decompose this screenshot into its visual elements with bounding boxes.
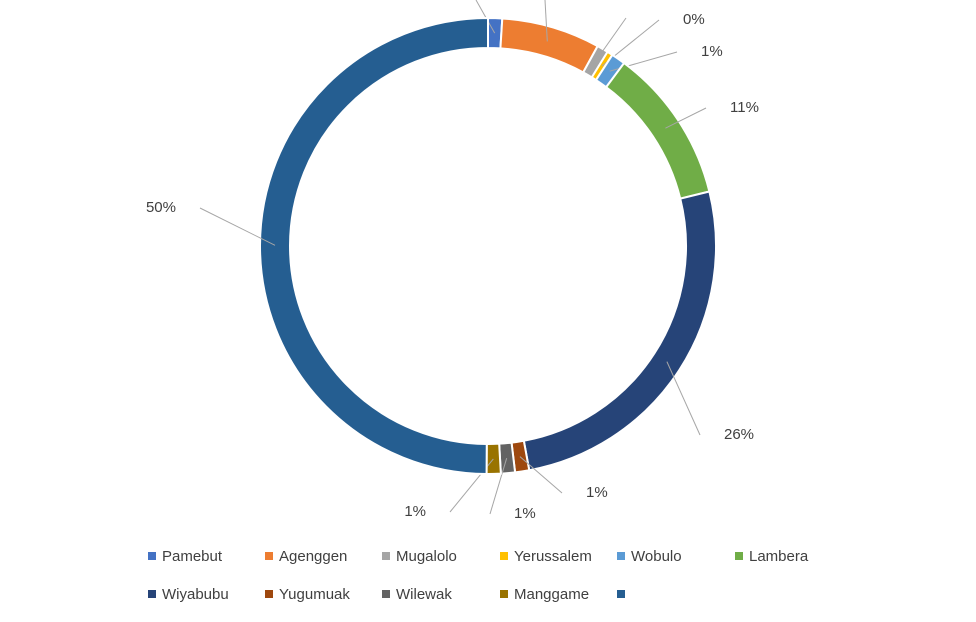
leader-line xyxy=(594,17,627,63)
legend-label: Lambera xyxy=(749,548,809,565)
legend-label: Agenggen xyxy=(279,548,347,565)
leader-line xyxy=(199,207,276,246)
legend-label: Mugalolo xyxy=(396,548,457,565)
leader-line xyxy=(544,0,548,42)
donut-slice xyxy=(485,442,502,475)
leader-line xyxy=(475,0,496,34)
legend-label: Wilewak xyxy=(396,586,452,603)
legend-label: Wiyabubu xyxy=(162,586,229,603)
data-label: 11% xyxy=(730,99,759,116)
data-label: 26% xyxy=(724,426,754,443)
legend-swatch xyxy=(500,590,508,598)
data-label: 50% xyxy=(146,199,176,216)
data-label: 1% xyxy=(514,505,536,522)
leader-line xyxy=(489,458,508,515)
legend-label: Yerussalem xyxy=(514,548,592,565)
legend-label: Yugumuak xyxy=(279,586,350,603)
legend-swatch xyxy=(265,552,273,560)
legend-swatch xyxy=(500,552,508,560)
legend-swatch xyxy=(617,552,625,560)
legend-swatch xyxy=(148,552,156,560)
donut-slice xyxy=(604,61,711,200)
legend-swatch xyxy=(382,552,390,560)
data-label: 1% xyxy=(701,43,723,60)
legend-swatch xyxy=(382,590,390,598)
donut-slice xyxy=(499,17,599,74)
legend-swatch xyxy=(735,552,743,560)
data-label: 0% xyxy=(683,11,705,28)
legend-label: Wobulo xyxy=(631,548,682,565)
leader-line xyxy=(519,456,563,494)
leader-line xyxy=(665,107,707,129)
legend-swatch xyxy=(265,590,273,598)
donut-slice xyxy=(258,16,489,476)
data-label: 1% xyxy=(404,503,426,520)
legend-label: Manggame xyxy=(514,586,589,603)
data-label: 1% xyxy=(586,484,608,501)
legend-label: Pamebut xyxy=(162,548,223,565)
donut-slice xyxy=(522,190,717,472)
leader-line xyxy=(666,361,701,436)
legend-swatch xyxy=(617,590,625,598)
legend-swatch xyxy=(148,590,156,598)
